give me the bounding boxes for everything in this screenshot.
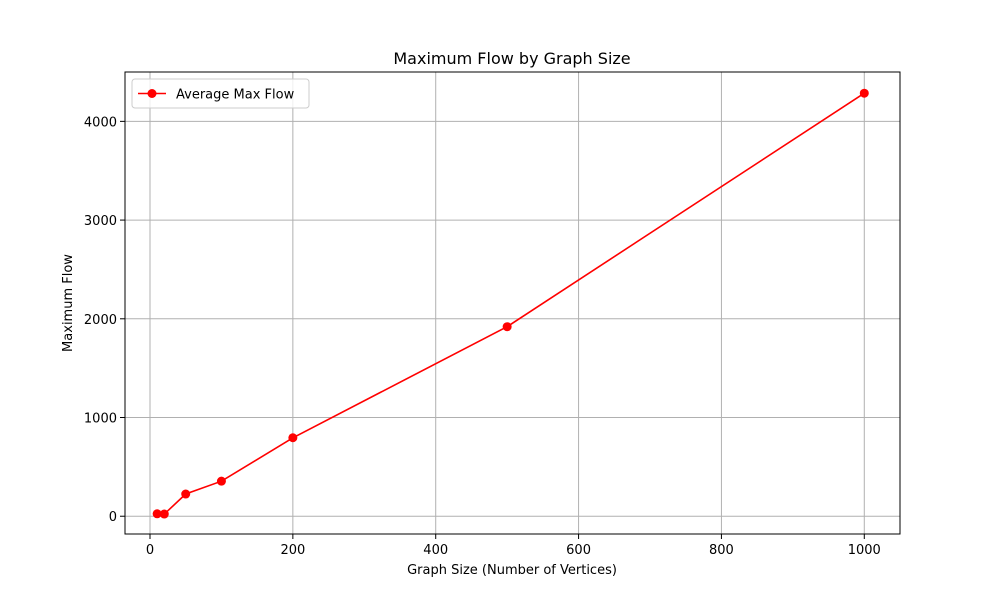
- data-point: [216, 476, 226, 486]
- y-tick-label: 0: [109, 510, 117, 525]
- x-tick-label: 400: [423, 543, 448, 558]
- x-axis-label: Graph Size (Number of Vertices): [407, 563, 617, 578]
- y-tick-label: 3000: [84, 214, 117, 229]
- x-tick-label: 600: [566, 543, 591, 558]
- legend-marker: [147, 89, 157, 98]
- y-axis-label: Maximum Flow: [61, 254, 76, 352]
- x-tick-label: 800: [709, 543, 734, 558]
- y-tick-label: 2000: [84, 313, 117, 328]
- y-tick-label: 1000: [84, 412, 117, 427]
- data-point: [288, 433, 298, 443]
- x-axis: 0 200 400 600 800 1000: [146, 534, 881, 558]
- data-point: [152, 509, 162, 519]
- plot-area-frame: [124, 71, 901, 535]
- y-axis: 0 1000 2000 3000 4000: [84, 115, 125, 525]
- x-tick-label: 200: [280, 543, 305, 558]
- legend: Average Max Flow: [131, 78, 310, 109]
- grid-lines: [125, 72, 900, 534]
- series-line: [157, 92, 865, 515]
- x-tick-label: 1000: [848, 543, 881, 558]
- data-point: [159, 509, 169, 519]
- x-tick-label: 0: [146, 543, 154, 558]
- y-tick-label: 4000: [84, 115, 117, 130]
- legend-label: Average Max Flow: [176, 88, 295, 103]
- legend-box: [131, 78, 310, 109]
- series-layer: [152, 88, 869, 519]
- chart-title: Maximum Flow by Graph Size: [393, 49, 630, 68]
- data-point: [502, 322, 512, 332]
- data-point: [859, 88, 869, 98]
- data-point: [181, 489, 191, 499]
